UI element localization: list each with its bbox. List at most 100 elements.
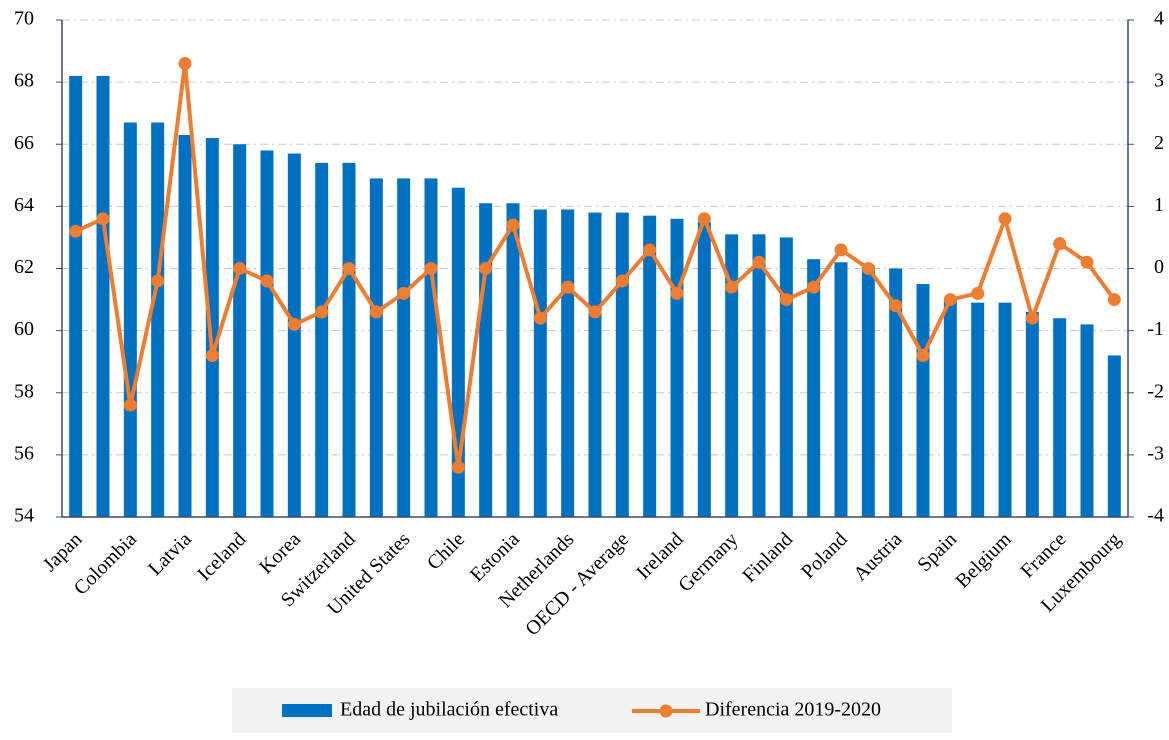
y2-tick-label: -3 — [1147, 442, 1164, 464]
bar — [1107, 355, 1121, 517]
line-marker — [123, 398, 137, 412]
legend-swatch — [282, 704, 332, 717]
bar — [889, 268, 903, 517]
bar — [479, 203, 493, 518]
y2-tick-label: -4 — [1147, 505, 1164, 527]
x-tick-label: Latvia — [144, 528, 196, 580]
y2-tick-label: -2 — [1147, 380, 1164, 402]
bar — [369, 178, 383, 517]
line-marker — [752, 255, 766, 269]
y2-tick-label: 3 — [1154, 70, 1164, 92]
bar — [205, 138, 219, 517]
line-marker — [943, 293, 957, 307]
y-tick-label: 58 — [14, 380, 34, 402]
bar — [260, 150, 274, 517]
line-marker — [1107, 293, 1121, 307]
y-tick-label: 66 — [14, 132, 34, 154]
bar — [533, 209, 547, 517]
line-marker — [861, 262, 875, 275]
bar — [834, 262, 848, 517]
line-marker — [369, 305, 383, 319]
y2-tick-label: 1 — [1154, 194, 1164, 216]
bar — [998, 302, 1012, 517]
line-marker — [96, 212, 110, 226]
bar — [561, 209, 575, 517]
line-marker — [260, 274, 274, 288]
y-tick-label: 64 — [14, 194, 34, 216]
bar — [69, 75, 83, 517]
bar — [1025, 311, 1039, 517]
y-tick-label: 70 — [14, 8, 34, 30]
line-marker — [1053, 237, 1067, 251]
legend-label: Edad de jubilación efectiva — [340, 699, 558, 721]
bar — [96, 75, 110, 517]
bar — [287, 153, 301, 517]
legend-box — [232, 688, 952, 733]
bar — [725, 234, 739, 518]
y-tick-label: 68 — [14, 70, 34, 92]
line-marker — [424, 262, 438, 275]
line-marker — [889, 299, 903, 313]
bar — [670, 218, 684, 518]
line-marker — [670, 286, 684, 300]
bar — [861, 265, 875, 517]
legend-label: Diferencia 2019-2020 — [705, 699, 881, 721]
line-marker — [561, 280, 575, 294]
bar — [643, 215, 657, 517]
line-marker — [1025, 311, 1039, 325]
line-marker — [697, 212, 711, 226]
line-marker — [233, 262, 247, 275]
x-tick-label: Austria — [849, 528, 906, 585]
line-marker — [533, 311, 547, 325]
line-marker — [971, 286, 985, 300]
x-tick-label: Germany — [674, 528, 742, 596]
x-tick-label: Korea — [255, 528, 305, 578]
line-marker — [643, 243, 657, 257]
bar — [588, 212, 602, 517]
line-marker — [342, 262, 356, 275]
bar — [807, 259, 821, 517]
line-marker — [506, 218, 520, 232]
bar — [342, 162, 356, 517]
line-marker — [178, 56, 192, 70]
x-tick-label: Poland — [797, 528, 852, 583]
line-marker — [451, 460, 465, 474]
bar — [506, 203, 520, 518]
bar — [123, 122, 137, 517]
y2-tick-label: 4 — [1154, 8, 1164, 30]
bar — [615, 212, 629, 517]
x-tick-label: Spain — [913, 528, 961, 576]
line-marker — [998, 212, 1012, 226]
line-marker — [1080, 255, 1094, 269]
x-tick-label: Iceland — [193, 528, 250, 585]
line-marker — [205, 348, 219, 362]
bar — [151, 122, 165, 517]
line-marker — [916, 348, 930, 362]
bar — [424, 178, 438, 517]
bar — [233, 144, 247, 517]
bar — [397, 178, 411, 517]
bar — [779, 237, 793, 517]
x-tick-label: Belgium — [952, 528, 1017, 593]
line-marker — [287, 317, 301, 331]
line-marker — [315, 305, 329, 319]
bar — [697, 221, 711, 517]
x-tick-label: Japan — [39, 528, 87, 576]
line-marker — [588, 305, 602, 319]
bar — [315, 162, 329, 517]
bar — [178, 134, 192, 517]
bar — [916, 284, 930, 517]
y2-tick-label: 0 — [1154, 256, 1164, 278]
line-marker — [807, 280, 821, 294]
line-marker — [779, 293, 793, 307]
line-marker — [151, 274, 165, 288]
y-tick-label: 62 — [14, 256, 34, 278]
legend-swatch — [659, 704, 673, 718]
x-tick-label: Finland — [738, 528, 797, 587]
line-marker — [479, 262, 493, 275]
y2-tick-label: -1 — [1147, 318, 1164, 340]
line-marker — [69, 224, 83, 238]
y-tick-label: 54 — [14, 505, 34, 527]
line-marker — [397, 286, 411, 300]
